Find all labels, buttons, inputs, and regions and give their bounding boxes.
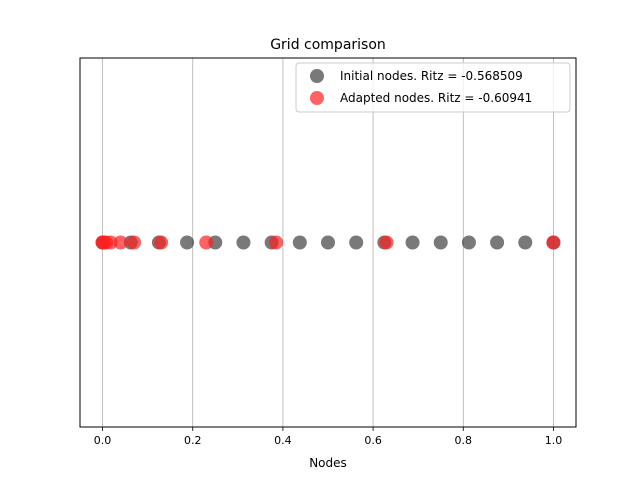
data-point	[349, 235, 364, 250]
x-axis-ticks: 0.0 0.2 0.4 0.6 0.8 1.0	[94, 427, 562, 447]
data-point	[490, 235, 505, 250]
data-point	[127, 235, 142, 250]
legend: Initial nodes. Ritz = -0.568509 Adapted n…	[295, 62, 571, 113]
data-point	[180, 235, 195, 250]
data-point	[103, 235, 118, 250]
data-point	[461, 235, 476, 250]
legend-box	[295, 62, 571, 113]
x-tick-label: 0.2	[184, 434, 202, 447]
plot-frame	[79, 57, 577, 428]
data-point	[379, 235, 394, 250]
data-point	[199, 235, 214, 250]
data-point	[236, 235, 251, 250]
legend-marker	[310, 69, 324, 83]
data-point	[292, 235, 307, 250]
legend-label: Initial nodes. Ritz = -0.568509	[340, 69, 523, 83]
data-point	[518, 235, 533, 250]
x-tick-label: 0.0	[94, 434, 112, 447]
x-tick-label: 0.4	[274, 434, 292, 447]
x-axis-label: Nodes	[309, 456, 347, 470]
chart-title: Grid comparison	[270, 37, 386, 53]
data-point	[405, 235, 420, 250]
x-tick-label: 1.0	[545, 434, 563, 447]
data-point	[113, 235, 128, 250]
data-point	[546, 235, 561, 250]
x-tick-label: 0.8	[455, 434, 473, 447]
data-point	[154, 235, 169, 250]
legend-label: Adapted nodes. Ritz = -0.60941	[340, 91, 532, 105]
data-point	[269, 235, 284, 250]
data-point	[321, 235, 335, 250]
data-points	[95, 235, 561, 250]
data-point	[433, 235, 448, 250]
series-2	[95, 235, 561, 250]
x-tick-label: 0.6	[364, 434, 382, 447]
legend-marker	[310, 91, 324, 105]
